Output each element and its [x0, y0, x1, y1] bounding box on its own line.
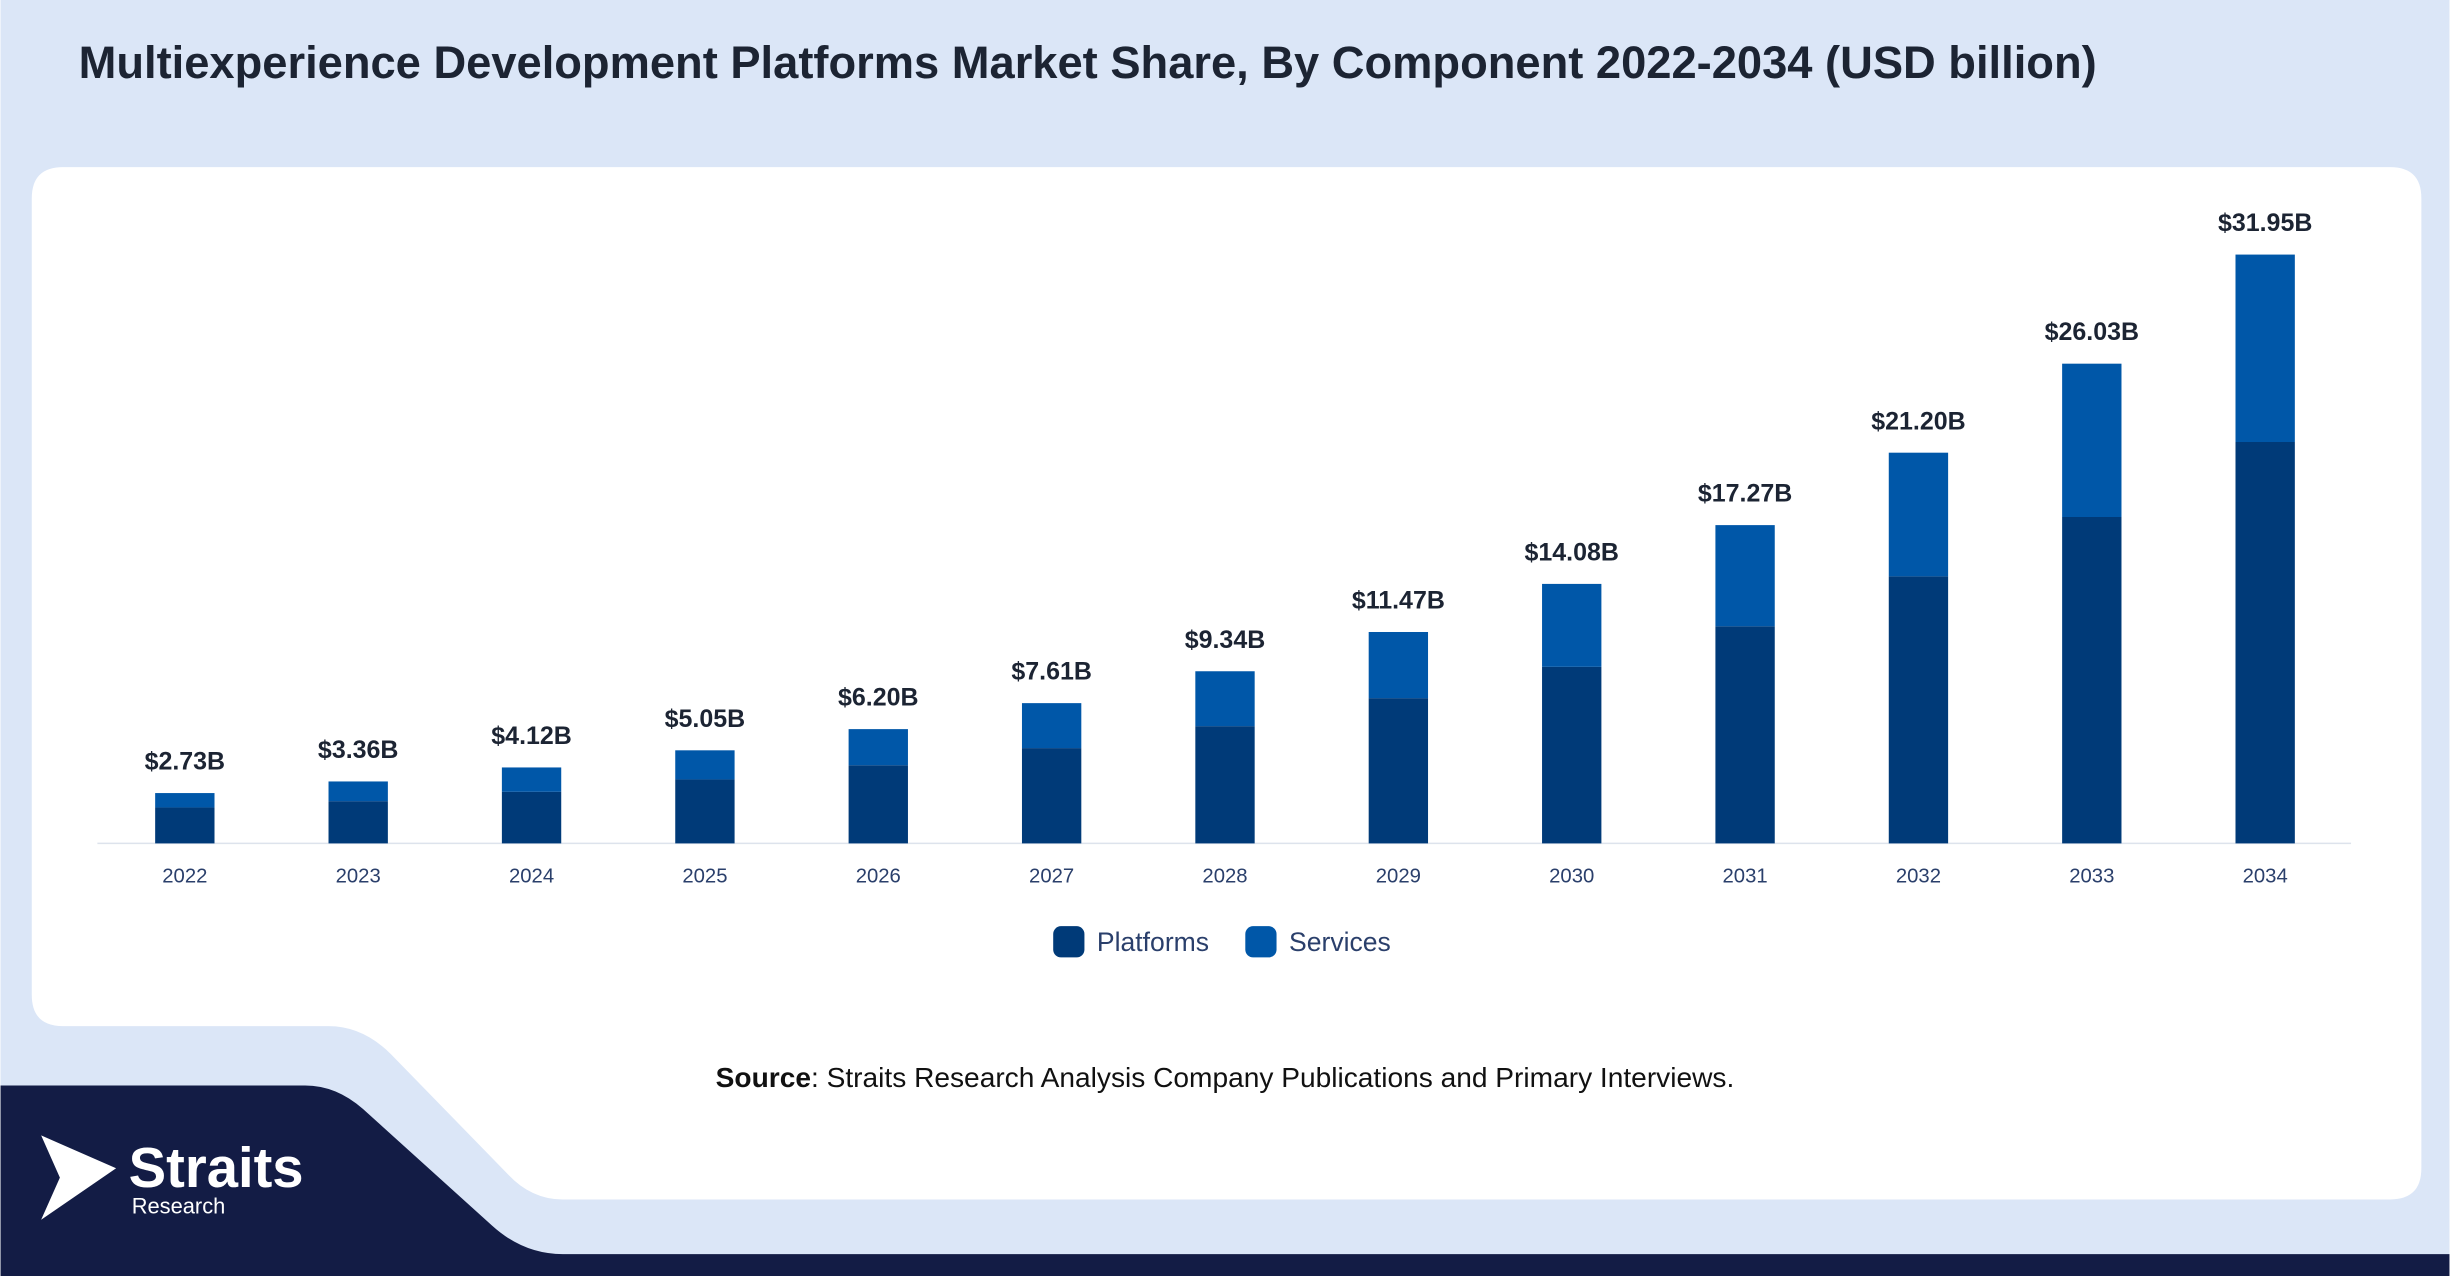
total-label: $6.20B — [838, 684, 919, 712]
total-label: $7.61B — [1011, 658, 1092, 686]
logo-icon — [41, 1135, 117, 1220]
total-label: $14.08B — [1525, 538, 1619, 566]
bar-segment — [675, 750, 735, 780]
bar-segment — [2235, 441, 2295, 844]
source-label: Source — [716, 1062, 811, 1093]
bar-segment — [1021, 748, 1082, 844]
x-tick-label: 2024 — [509, 865, 554, 887]
bar-segment — [328, 801, 388, 844]
x-tick-label: 2023 — [336, 865, 381, 887]
total-label: $11.47B — [1352, 587, 1445, 615]
logo-band — [0, 1085, 2450, 1276]
x-tick-label: 2027 — [1029, 865, 1074, 887]
bar-segment — [2235, 254, 2295, 442]
x-tick-label: 2033 — [2069, 865, 2114, 887]
legend-label: Platforms — [1097, 927, 1209, 957]
bar-segment — [1021, 703, 1082, 749]
x-tick-label: 2026 — [856, 865, 901, 887]
total-label: $31.95B — [2218, 209, 2312, 237]
bar-segment — [1888, 576, 1949, 844]
source-text: : Straits Research Analysis Company Publ… — [811, 1062, 1734, 1093]
bar-segment — [1888, 452, 1949, 577]
x-tick-label: 2034 — [2243, 865, 2288, 887]
x-tick-label: 2031 — [1723, 865, 1768, 887]
bar-segment — [848, 765, 908, 844]
source: Source: Straits Research Analysis Compan… — [716, 1062, 1735, 1093]
bar-segment — [1195, 726, 1255, 844]
x-tick-label: 2030 — [1549, 865, 1594, 887]
x-tick-label: 2025 — [682, 865, 727, 887]
bar-segment — [501, 767, 562, 792]
bar-segment — [1368, 698, 1429, 844]
logo-name: Straits — [129, 1136, 304, 1199]
x-tick-label: 2022 — [162, 865, 207, 887]
x-tick-label: 2032 — [1896, 865, 1941, 887]
total-label: $9.34B — [1185, 626, 1266, 654]
bar-segment — [501, 791, 562, 844]
total-label: $4.12B — [491, 722, 572, 750]
bar-segment — [155, 793, 215, 808]
legend-label: Services — [1289, 927, 1391, 957]
bar-segment — [1542, 666, 1602, 844]
bar-segment — [1715, 525, 1775, 627]
chart-title: Multiexperience Development Platforms Ma… — [79, 37, 2097, 88]
bar-segment — [155, 807, 215, 844]
total-label: $21.20B — [1871, 407, 1965, 435]
bar-segment — [675, 779, 735, 844]
bar-segment — [1542, 583, 1602, 667]
total-label: $5.05B — [665, 705, 746, 733]
legend-swatch — [1053, 926, 1085, 958]
logo-sub: Research — [132, 1194, 226, 1219]
total-label: $3.36B — [318, 736, 399, 764]
x-tick-label: 2029 — [1376, 865, 1421, 887]
total-label: $17.27B — [1698, 480, 1792, 508]
total-label: $2.73B — [145, 748, 226, 776]
bar-segment — [2062, 363, 2122, 518]
bar-segment — [1715, 626, 1775, 844]
bar-segment — [1195, 671, 1255, 727]
legend-swatch — [1245, 926, 1277, 958]
bar-segment — [2062, 517, 2122, 844]
bar-segment — [848, 729, 908, 766]
x-tick-label: 2028 — [1202, 865, 1247, 887]
bar-segment — [1368, 631, 1429, 699]
total-label: $26.03B — [2045, 318, 2139, 346]
bar-segment — [328, 781, 388, 802]
